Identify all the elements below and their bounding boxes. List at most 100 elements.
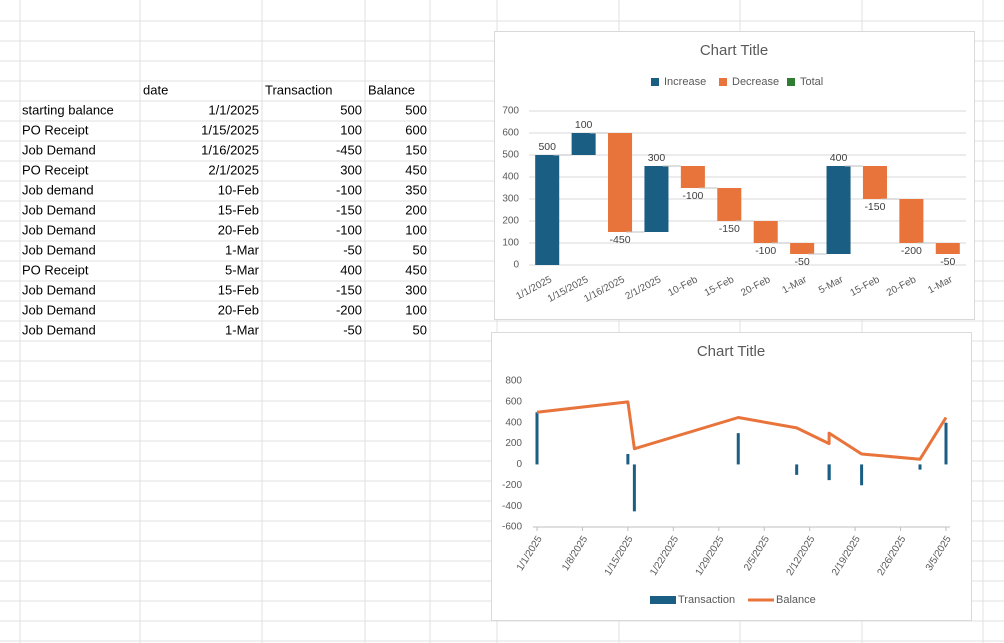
column-header: date — [143, 82, 168, 97]
bar — [944, 422, 948, 465]
bar — [790, 243, 815, 254]
chart-area — [491, 332, 972, 621]
cell: Job Demand — [22, 202, 96, 217]
cell: Job Demand — [22, 282, 96, 297]
cell: 300 — [405, 282, 427, 297]
bar — [862, 166, 887, 199]
legend-label: Increase — [664, 76, 706, 88]
data-label: -150 — [719, 223, 740, 235]
legend-label: Total — [800, 76, 823, 88]
bar — [535, 412, 539, 465]
cell: 1/1/2025 — [208, 102, 259, 117]
legend-label: Decrease — [732, 76, 779, 88]
column-header: Balance — [368, 82, 415, 97]
cell: 1/15/2025 — [201, 122, 259, 137]
bar — [826, 166, 851, 254]
cell: 15-Feb — [218, 202, 259, 217]
cell: -150 — [336, 202, 362, 217]
bar — [626, 454, 630, 465]
chart-title: Chart Title — [697, 343, 765, 360]
cell: Job Demand — [22, 222, 96, 237]
data-label: -150 — [864, 201, 885, 213]
cell: 1/16/2025 — [201, 142, 259, 157]
cell: -150 — [336, 282, 362, 297]
cell: -50 — [343, 322, 362, 337]
bar — [899, 199, 924, 243]
chart: Chart Title 0 100 200 300 400 500 600 700 Increas… — [494, 31, 975, 320]
cell: 15-Feb — [218, 282, 259, 297]
bar — [632, 464, 636, 512]
chart-title: Chart Title — [700, 42, 768, 59]
cell: 150 — [405, 142, 427, 157]
y-tick-label: -600 — [502, 522, 522, 533]
cell: -450 — [336, 142, 362, 157]
data-label: 300 — [648, 152, 666, 164]
bar — [827, 464, 831, 481]
y-tick-label: 600 — [502, 128, 519, 139]
legend-swatch — [719, 78, 727, 86]
cell: 20-Feb — [218, 302, 259, 317]
cell: 600 — [405, 122, 427, 137]
bar — [644, 166, 669, 232]
data-label: -100 — [682, 190, 703, 202]
data-label: 400 — [830, 152, 848, 164]
y-tick-label: 200 — [502, 216, 519, 227]
data-label: -200 — [901, 245, 922, 257]
chart: Chart Title-600-400-20002004006008001/1/… — [491, 332, 972, 621]
cell: PO Receipt — [22, 262, 89, 277]
y-tick-label: 0 — [516, 459, 522, 470]
y-tick-label: 400 — [502, 172, 519, 183]
cell: -200 — [336, 302, 362, 317]
bar — [608, 133, 633, 232]
bar — [571, 133, 596, 155]
bar — [680, 166, 705, 188]
bar — [918, 464, 922, 470]
y-tick-label: -400 — [502, 501, 522, 512]
cell: 50 — [413, 322, 427, 337]
cell: -100 — [336, 222, 362, 237]
cell: Job Demand — [22, 142, 96, 157]
cell: 100 — [405, 222, 427, 237]
cell: 100 — [340, 122, 362, 137]
y-tick-label: 400 — [505, 417, 522, 428]
legend-swatch — [787, 78, 795, 86]
bar — [795, 464, 799, 475]
y-tick-label: 700 — [502, 106, 519, 117]
cell: 300 — [340, 162, 362, 177]
bar — [736, 433, 740, 465]
cell: 5-Mar — [225, 262, 260, 277]
bar — [717, 188, 742, 221]
column-header: Transaction — [265, 82, 332, 97]
cell: 20-Feb — [218, 222, 259, 237]
bar — [935, 243, 960, 254]
cell: 450 — [405, 262, 427, 277]
cell: 2/1/2025 — [208, 162, 259, 177]
legend-swatch — [650, 596, 676, 604]
y-tick-label: -200 — [502, 480, 522, 491]
y-tick-label: 500 — [502, 150, 519, 161]
chart-area — [494, 31, 975, 320]
cell: Job Demand — [22, 242, 96, 257]
bar — [753, 221, 778, 243]
cell: Job Demand — [22, 322, 96, 337]
cell: 350 — [405, 182, 427, 197]
cell: 500 — [405, 102, 427, 117]
cell: 50 — [413, 242, 427, 257]
bar — [860, 464, 864, 486]
data-label: -100 — [755, 245, 776, 257]
cell: 400 — [340, 262, 362, 277]
y-tick-label: 300 — [502, 194, 519, 205]
data-label: -450 — [610, 234, 631, 246]
legend-label: Transaction — [678, 594, 735, 606]
y-tick-label: 100 — [502, 238, 519, 249]
cell: 1-Mar — [225, 322, 260, 337]
cell: -100 — [336, 182, 362, 197]
cell: Job Demand — [22, 302, 96, 317]
cell: 100 — [405, 302, 427, 317]
cell: 450 — [405, 162, 427, 177]
bar — [535, 155, 560, 265]
cell: Job demand — [22, 182, 94, 197]
y-tick-label: 0 — [513, 260, 519, 271]
cell: 500 — [340, 102, 362, 117]
